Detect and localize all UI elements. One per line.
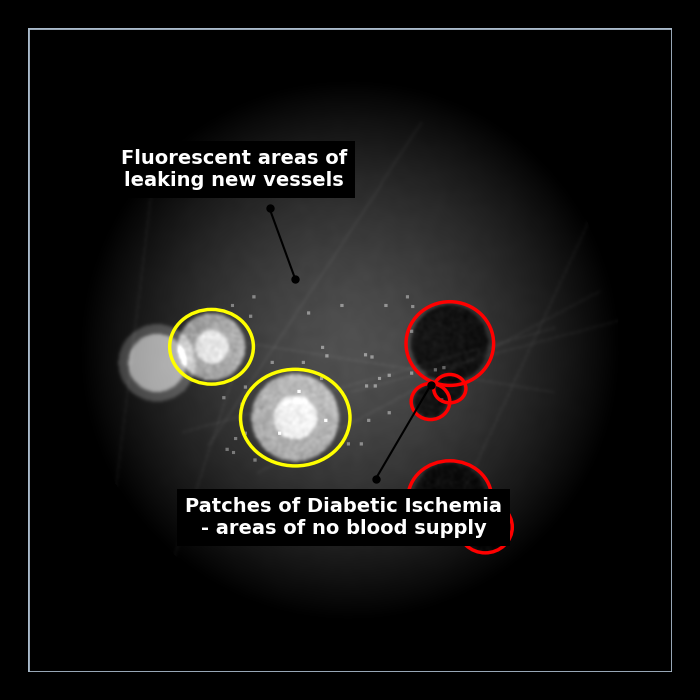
Text: Fluorescent areas of
leaking new vessels: Fluorescent areas of leaking new vessels: [121, 149, 347, 190]
Text: Patches of Diabetic Ischemia
- areas of no blood supply: Patches of Diabetic Ischemia - areas of …: [185, 497, 502, 538]
